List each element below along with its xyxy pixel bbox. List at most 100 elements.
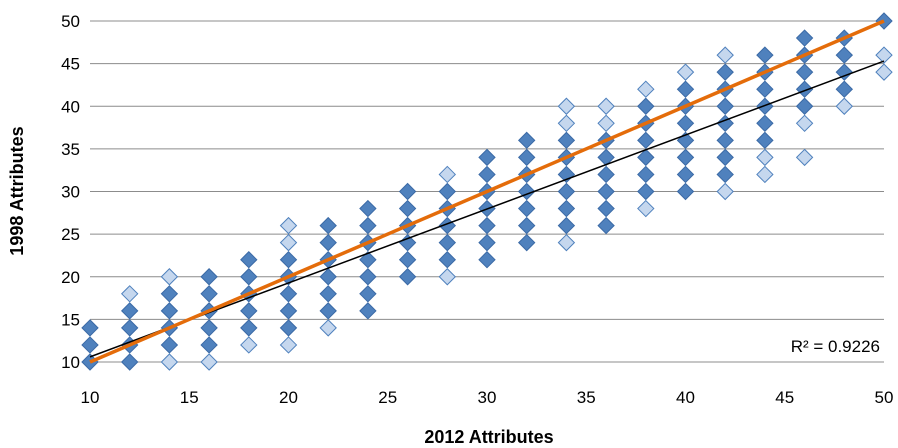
data-point <box>398 182 417 201</box>
x-tick-label: 45 <box>775 388 794 407</box>
data-point <box>597 182 615 201</box>
data-point <box>81 336 99 354</box>
data-point <box>676 114 695 133</box>
data-point <box>716 131 734 150</box>
r-squared-label: R² = 0.9226 <box>791 337 880 356</box>
data-point <box>359 285 377 303</box>
data-point <box>835 46 854 64</box>
x-tick-label: 10 <box>81 388 100 407</box>
data-point <box>676 165 695 184</box>
data-point <box>637 131 655 150</box>
data-point <box>438 250 457 269</box>
data-point <box>200 336 218 354</box>
data-point-light <box>875 46 893 64</box>
data-point-light <box>279 336 298 354</box>
y-axis-title: 1998 Attributes <box>7 126 27 255</box>
x-axis-title: 2012 Attributes <box>424 427 553 447</box>
data-point <box>637 148 655 167</box>
data-point <box>557 216 576 235</box>
data-point <box>240 319 258 337</box>
data-point <box>398 250 417 269</box>
data-point <box>795 97 814 115</box>
data-point <box>200 319 218 337</box>
data-point-light <box>716 182 734 201</box>
y-tick-label: 30 <box>61 183 80 202</box>
x-tick-label: 25 <box>378 388 397 407</box>
data-point <box>478 148 496 167</box>
data-point <box>319 285 337 303</box>
data-point <box>756 114 774 133</box>
data-point <box>637 182 655 201</box>
data-point-light <box>279 233 298 252</box>
y-tick-label: 15 <box>61 310 80 329</box>
data-point <box>240 250 258 269</box>
data-point <box>120 302 139 320</box>
data-point <box>120 319 139 337</box>
y-tick-label: 20 <box>61 268 80 287</box>
data-point-light <box>756 148 774 167</box>
y-tick-label: 45 <box>61 55 80 74</box>
data-point-light <box>160 353 179 371</box>
data-point <box>557 182 576 201</box>
trend-line <box>89 60 885 358</box>
data-point-light <box>279 216 298 235</box>
data-point <box>359 199 377 218</box>
y-tick-label: 50 <box>61 12 80 31</box>
data-point <box>517 148 536 167</box>
data-point <box>319 233 337 252</box>
data-point <box>438 233 457 252</box>
data-point <box>478 233 496 252</box>
data-point <box>478 250 496 269</box>
data-point <box>478 216 496 235</box>
data-point-light <box>557 114 576 133</box>
data-point <box>517 199 536 218</box>
data-point-light <box>319 319 337 337</box>
data-point <box>756 80 774 98</box>
data-point <box>676 182 695 201</box>
data-point <box>279 319 298 337</box>
data-point-light <box>637 199 655 218</box>
data-point-light <box>795 114 814 133</box>
data-point <box>676 80 695 98</box>
data-point-light <box>438 268 457 286</box>
data-point-light <box>557 233 576 252</box>
x-tick-label: 30 <box>478 388 497 407</box>
data-point <box>160 302 179 320</box>
data-point <box>160 285 179 303</box>
data-point <box>597 216 615 235</box>
data-point <box>557 199 576 218</box>
data-point-light <box>835 97 854 115</box>
data-point <box>279 285 298 303</box>
data-point <box>279 250 298 269</box>
identity-line <box>89 19 885 364</box>
data-point-light <box>557 97 576 115</box>
data-markers <box>81 12 893 371</box>
data-point-light <box>756 165 774 184</box>
data-point-light <box>637 80 655 98</box>
data-point <box>517 216 536 235</box>
data-point-light <box>716 46 734 64</box>
data-point <box>597 199 615 218</box>
data-point <box>200 268 218 286</box>
data-point <box>81 319 99 337</box>
data-point <box>716 63 734 81</box>
x-tick-label: 15 <box>180 388 199 407</box>
data-point <box>716 165 734 184</box>
data-point <box>478 165 496 184</box>
data-point <box>359 302 377 320</box>
data-point <box>240 268 258 286</box>
data-point-light <box>875 63 893 81</box>
data-point <box>359 268 377 286</box>
x-tick-label: 20 <box>279 388 298 407</box>
data-point-light <box>795 148 814 167</box>
data-point <box>398 268 417 286</box>
fit-lines <box>89 19 885 364</box>
y-tick-label: 40 <box>61 97 80 116</box>
y-tick-label: 25 <box>61 225 80 244</box>
data-point <box>756 97 774 115</box>
data-point <box>240 302 258 320</box>
data-point-light <box>200 353 218 371</box>
data-point <box>319 268 337 286</box>
data-point <box>716 148 734 167</box>
